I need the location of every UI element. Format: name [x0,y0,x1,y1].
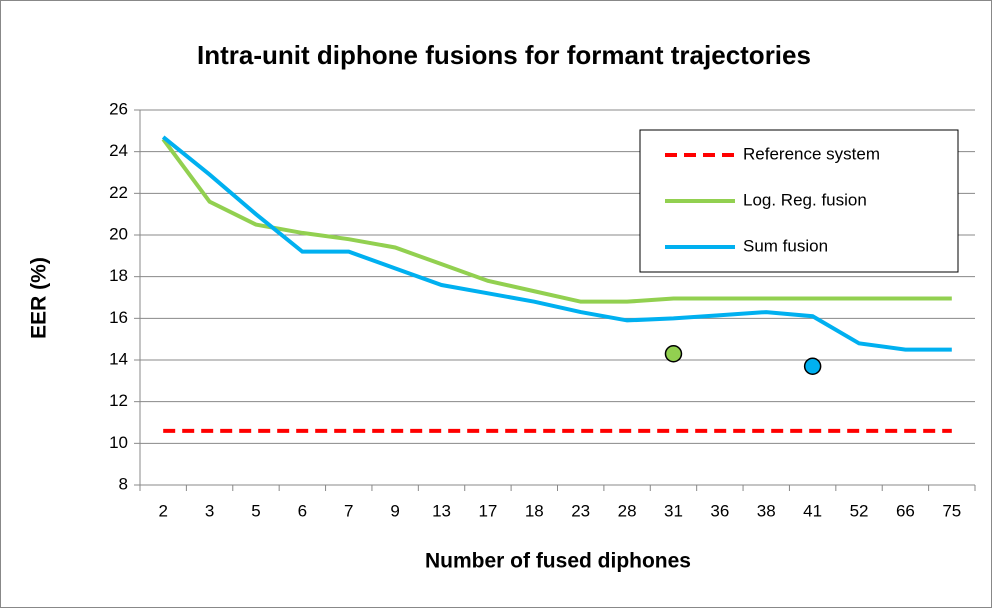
x-tick-label: 3 [205,501,214,520]
x-tick-label: 75 [942,501,961,520]
x-axis-label: Number of fused diphones [425,550,691,573]
y-tick-label: 22 [109,183,128,202]
y-tick-label: 8 [119,474,128,493]
y-tick-label: 16 [109,308,128,327]
y-tick-label: 10 [109,433,128,452]
x-tick-label: 5 [251,501,260,520]
y-tick-label: 12 [109,391,128,410]
y-tick-label: 14 [109,349,128,368]
y-tick-label: 20 [109,224,128,243]
x-tick-label: 28 [618,501,637,520]
y-tick-label: 24 [109,141,128,160]
y-axis-label: EER (%) [28,257,51,339]
x-tick-label: 31 [664,501,683,520]
x-tick-label: 23 [571,501,590,520]
marker [803,357,822,375]
y-tick-label: 18 [109,266,128,285]
x-tick-label: 7 [344,501,353,520]
x-tick-label: 66 [896,501,915,520]
legend-label: Log. Reg. fusion [743,190,867,209]
marker [664,345,683,363]
x-tick-label: 13 [432,501,451,520]
chart-title: Intra-unit diphone fusions for formant t… [197,40,811,70]
x-tick-label: 9 [390,501,399,520]
x-tick-label: 17 [478,501,497,520]
x-tick-label: 38 [757,501,776,520]
legend-label: Sum fusion [743,236,828,255]
y-tick-label: 26 [109,99,128,118]
series-line [161,137,952,304]
series-line [161,135,952,352]
x-tick-label: 41 [803,501,822,520]
x-tick-label: 18 [525,501,544,520]
x-tick-label: 2 [158,501,167,520]
x-tick-label: 52 [850,501,869,520]
x-tick-label: 36 [710,501,729,520]
x-tick-label: 6 [298,501,307,520]
legend-label: Reference system [743,144,880,163]
